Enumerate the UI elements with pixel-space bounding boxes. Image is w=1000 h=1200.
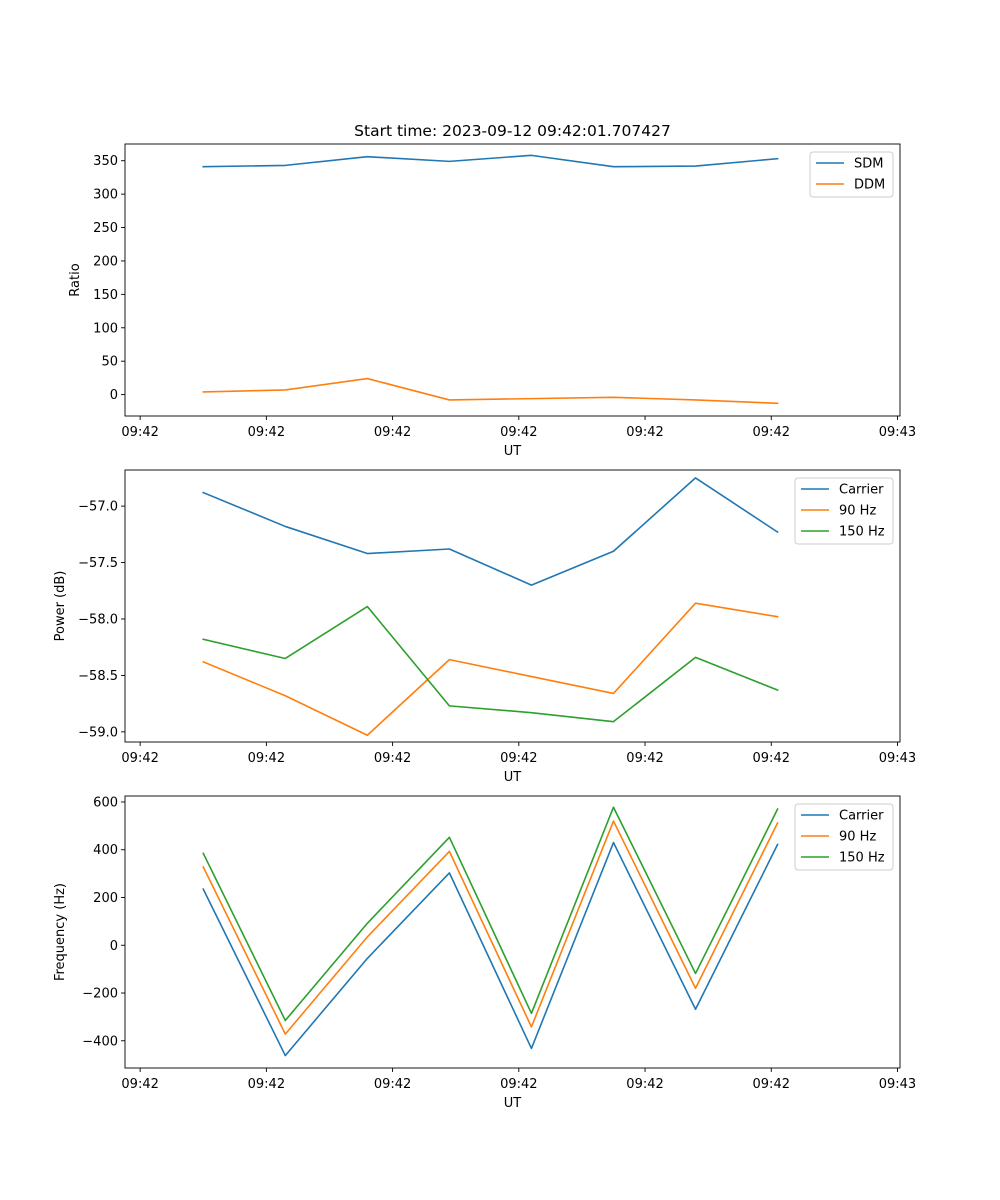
axes-frame — [124, 469, 901, 743]
y-tick-label: 350 — [93, 154, 118, 169]
x-tick-label: 09:42 — [121, 1077, 158, 1092]
axes-frame — [124, 795, 901, 1069]
legend-label: Carrier — [839, 809, 884, 824]
y-tick-label: 250 — [93, 221, 118, 236]
legend-label: 150 Hz — [839, 851, 885, 866]
series-line-sdm — [202, 154, 779, 168]
series-line-150-hz — [202, 605, 779, 723]
y-tick-label: 200 — [93, 891, 118, 906]
y-axis-label: Ratio — [68, 263, 83, 296]
series-line-carrier — [202, 477, 779, 586]
y-tick-label: 300 — [93, 188, 118, 203]
x-tick-label: 09:42 — [248, 1077, 285, 1092]
chart-panel-3: −400 −200 0 200 400 600 09:42 09:42 09:42 09:42 09… — [53, 795, 916, 1111]
chart-panel-2: −59.0 −58.5 −58.0 −57.5 −57.0 09:42 09:42 09:42… — [53, 469, 916, 785]
x-tick-label: 09:42 — [248, 751, 285, 766]
x-axis-label: UT — [504, 444, 522, 459]
series-line-90-hz — [202, 602, 779, 737]
legend: SDM DDM — [809, 151, 894, 198]
x-tick-label: 09:42 — [626, 751, 663, 766]
x-tick-label: 09:42 — [121, 425, 158, 440]
legend-box — [794, 477, 894, 545]
x-tick-label: 09:42 — [374, 751, 411, 766]
x-tick-label: 09:42 — [626, 425, 663, 440]
legend-label: Carrier — [839, 483, 884, 498]
y-tick-label: 100 — [93, 321, 118, 336]
series-line-carrier — [202, 841, 779, 1057]
y-tick-label: 50 — [101, 355, 118, 370]
y-tick-label: −400 — [82, 1034, 118, 1049]
x-tick-label: 09:42 — [626, 1077, 663, 1092]
x-tick-label: 09:43 — [879, 1077, 916, 1092]
y-tick-label: −57.0 — [78, 500, 118, 515]
y-tick-label: 600 — [93, 795, 118, 810]
series-line-150-hz — [202, 806, 779, 1022]
x-tick-label: 09:42 — [500, 425, 537, 440]
legend-label: DDM — [854, 178, 885, 193]
series-line-ddm — [202, 377, 779, 405]
legend: Carrier 90 Hz 150 Hz — [794, 477, 894, 545]
y-tick-label: 200 — [93, 254, 118, 269]
legend-label: 90 Hz — [839, 830, 876, 845]
legend-box — [794, 803, 894, 871]
chart-panel-1: 0 50 100 150 200 250 300 350 09:42 09:42 09:42 09:4… — [68, 122, 916, 459]
y-tick-label: −58.0 — [78, 612, 118, 627]
x-tick-label: 09:42 — [753, 751, 790, 766]
chart-title: Start time: 2023-09-12 09:42:01.707427 — [354, 122, 671, 140]
x-tick-label: 09:42 — [374, 1077, 411, 1092]
y-tick-label: −200 — [82, 987, 118, 1002]
x-tick-label: 09:42 — [121, 751, 158, 766]
x-tick-label: 09:42 — [500, 751, 537, 766]
x-tick-label: 09:42 — [248, 425, 285, 440]
y-tick-label: 0 — [110, 388, 118, 403]
y-tick-label: 400 — [93, 843, 118, 858]
y-tick-label: −58.5 — [78, 669, 118, 684]
x-tick-label: 09:42 — [753, 425, 790, 440]
y-tick-label: 150 — [93, 288, 118, 303]
y-tick-label: −59.0 — [78, 725, 118, 740]
legend: Carrier 90 Hz 150 Hz — [794, 803, 894, 871]
x-tick-label: 09:42 — [374, 425, 411, 440]
y-axis-label: Power (dB) — [53, 571, 68, 642]
series-line-90-hz — [202, 820, 779, 1035]
axes-frame — [124, 143, 901, 417]
x-axis-label: UT — [504, 770, 522, 785]
x-tick-label: 09:42 — [500, 1077, 537, 1092]
x-tick-label: 09:43 — [879, 425, 916, 440]
legend-label: SDM — [854, 157, 883, 172]
x-tick-label: 09:43 — [879, 751, 916, 766]
y-tick-label: −57.5 — [78, 556, 118, 571]
x-tick-label: 09:42 — [753, 1077, 790, 1092]
x-axis-label: UT — [504, 1096, 522, 1111]
y-tick-label: 0 — [110, 939, 118, 954]
legend-label: 90 Hz — [839, 504, 876, 519]
y-axis-label: Frequency (Hz) — [53, 883, 68, 981]
legend-label: 150 Hz — [839, 525, 885, 540]
